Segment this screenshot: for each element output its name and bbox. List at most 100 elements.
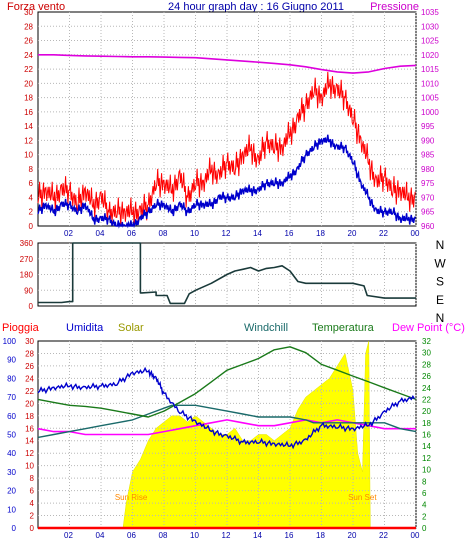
temp-right-tick-label: 2 (422, 512, 427, 521)
wind-average-line (37, 134, 416, 229)
dir-left-tick-label: 270 (20, 255, 34, 264)
wind-left-tick-label: 18 (24, 94, 33, 103)
hum-x-tick-label: 06 (127, 531, 136, 540)
wind-left-tick-label: 24 (24, 51, 33, 60)
wind-x-tick-label: 04 (96, 229, 105, 238)
wind-direction-line (38, 242, 416, 305)
humidity-left-tick-label: 50 (7, 431, 16, 440)
temp-right-tick-label: 18 (422, 419, 431, 428)
humidity-left-tick-label: 60 (7, 412, 16, 421)
pressure-right-tick-label: 1005 (421, 94, 439, 103)
humidity-left-tick-label: 100 (3, 337, 17, 346)
wind-x-tick-label: 00 (411, 229, 420, 238)
pressure-right-tick-label: 970 (421, 193, 435, 202)
compass-label: E (436, 293, 444, 307)
humidity-left-tick-label: 20 (7, 487, 16, 496)
hum-x-tick-label: 04 (96, 531, 105, 540)
rain-left-tick-label: 0 (30, 524, 35, 533)
wind-x-tick-label: 08 (159, 229, 168, 238)
rain-left-tick-label: 28 (25, 349, 34, 358)
temp-right-tick-label: 32 (422, 337, 431, 346)
temp-right-tick-label: 12 (422, 454, 431, 463)
compass-label: N (436, 311, 445, 325)
pressure-right-tick-label: 975 (421, 179, 435, 188)
pressure-right-tick-label: 1030 (421, 22, 439, 31)
legend-solar: Solar (118, 322, 144, 334)
wind-left-tick-label: 8 (29, 165, 34, 174)
hum-x-tick-label: 22 (379, 531, 388, 540)
wind-left-tick-label: 0 (29, 222, 34, 231)
wind-left-tick-label: 26 (24, 37, 33, 46)
wind-left-tick-label: 30 (24, 8, 33, 17)
hum-x-tick-label: 08 (159, 531, 168, 540)
wind-x-tick-label: 14 (253, 229, 262, 238)
wind-x-tick-label: 10 (190, 229, 199, 238)
wind-left-tick-label: 6 (29, 179, 34, 188)
pressure-right-tick-label: 1035 (421, 8, 439, 17)
wind-x-tick-label: 02 (64, 229, 73, 238)
dir-left-tick-label: 90 (24, 286, 33, 295)
wind-x-tick-label: 12 (222, 229, 231, 238)
temp-right-tick-label: 6 (422, 489, 427, 498)
hum-x-tick-label: 14 (253, 531, 262, 540)
temp-right-tick-label: 8 (422, 477, 427, 486)
temp-right-tick-label: 16 (422, 431, 431, 440)
rain-left-tick-label: 18 (25, 412, 34, 421)
wind-left-tick-label: 20 (24, 79, 33, 88)
legend-dewpoint: Dew Point (°C) (392, 322, 465, 334)
wind-left-tick-label: 10 (24, 151, 33, 160)
rain-left-tick-label: 30 (25, 337, 34, 346)
legend-rain: Pioggia (2, 322, 40, 334)
pressure-right-tick-label: 985 (421, 151, 435, 160)
compass-label: W (434, 256, 446, 270)
wind-pressure-plot-frame (37, 11, 417, 227)
pressure-line (38, 53, 417, 74)
humidity-left-tick-label: 70 (7, 393, 16, 402)
compass-label: S (436, 275, 444, 289)
wind-axis-label: Forza vento (7, 1, 65, 13)
humidity-left-tick-label: 10 (7, 505, 16, 514)
temp-right-tick-label: 24 (422, 384, 431, 393)
sunrise-label: Sun Rise (115, 493, 148, 502)
legend-windchill: Windchill (244, 322, 288, 334)
humidity-left-tick-label: 90 (7, 356, 16, 365)
hum-x-tick-label: 10 (190, 531, 199, 540)
rain-left-tick-label: 2 (30, 512, 35, 521)
rain-left-tick-label: 16 (25, 424, 34, 433)
temp-right-tick-label: 26 (422, 372, 431, 381)
compass-label: N (436, 238, 445, 252)
wind-x-tick-label: 18 (316, 229, 325, 238)
humidity-left-tick-label: 80 (7, 374, 16, 383)
wind-left-tick-label: 16 (24, 108, 33, 117)
pressure-right-tick-label: 1020 (421, 51, 439, 60)
humidity-left-tick-label: 40 (7, 449, 16, 458)
wind-left-tick-label: 22 (24, 65, 33, 74)
wind-speed-line (37, 71, 416, 227)
hum-x-tick-label: 18 (316, 531, 325, 540)
legend-temperature: Temperatura (312, 322, 375, 334)
pressure-axis-label: Pressione (370, 1, 419, 13)
rain-left-tick-label: 26 (25, 362, 34, 371)
temp-right-tick-label: 4 (422, 501, 427, 510)
wind-left-tick-label: 14 (24, 122, 33, 131)
hum-x-tick-label: 16 (285, 531, 294, 540)
pressure-right-tick-label: 990 (421, 136, 435, 145)
pressure-right-tick-label: 1015 (421, 65, 439, 74)
hum-x-tick-label: 00 (411, 531, 420, 540)
rain-left-tick-label: 22 (25, 387, 34, 396)
humidity-left-tick-label: 30 (7, 468, 16, 477)
temp-right-tick-label: 30 (422, 349, 431, 358)
legend-humidity: Umidita (66, 322, 104, 334)
pressure-right-tick-label: 1000 (421, 108, 439, 117)
pressure-right-tick-label: 965 (421, 208, 435, 217)
wind-x-tick-label: 16 (285, 229, 294, 238)
pressure-right-tick-label: 960 (421, 222, 435, 231)
pressure-right-tick-label: 1010 (421, 79, 439, 88)
temp-right-tick-label: 10 (422, 466, 431, 475)
rain-left-tick-label: 20 (25, 399, 34, 408)
dir-left-tick-label: 360 (20, 239, 34, 248)
pressure-right-tick-label: 1025 (421, 37, 439, 46)
dir-left-tick-label: 180 (20, 271, 34, 280)
pressure-right-tick-label: 980 (421, 165, 435, 174)
